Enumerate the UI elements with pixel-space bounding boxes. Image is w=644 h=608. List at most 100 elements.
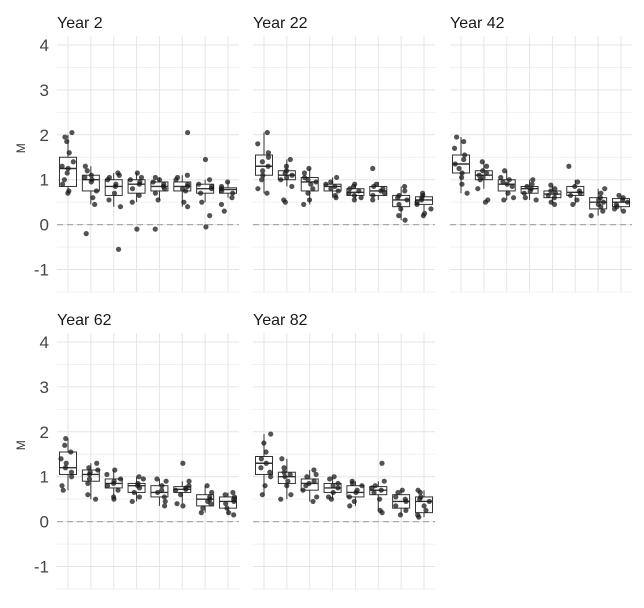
data-point xyxy=(378,487,384,493)
data-point xyxy=(567,192,574,199)
facet-panel: Year 22 xyxy=(253,15,435,293)
data-point xyxy=(501,197,507,203)
data-point xyxy=(152,226,158,232)
y-tick-label: 1 xyxy=(40,171,49,190)
data-point xyxy=(485,197,491,203)
data-point xyxy=(332,183,338,190)
data-point xyxy=(174,501,180,507)
data-point xyxy=(311,478,317,484)
data-point xyxy=(60,181,66,187)
box-group xyxy=(451,134,470,196)
y-tick-label: 0 xyxy=(40,513,49,532)
data-point xyxy=(115,246,122,252)
data-point xyxy=(480,174,486,181)
box-group xyxy=(392,183,411,223)
data-point xyxy=(174,174,181,181)
data-point xyxy=(323,181,329,187)
data-point xyxy=(426,498,432,505)
y-tick-label: -1 xyxy=(34,261,49,280)
data-point xyxy=(349,478,355,484)
data-point xyxy=(186,483,192,489)
box-group xyxy=(218,179,237,214)
data-point xyxy=(202,156,209,163)
data-point xyxy=(152,174,158,181)
data-point xyxy=(393,503,399,509)
data-point xyxy=(180,503,186,509)
data-point xyxy=(64,170,70,176)
box-group xyxy=(414,190,434,219)
data-point xyxy=(371,489,377,496)
data-point xyxy=(289,172,295,178)
box-group xyxy=(323,474,342,502)
data-point xyxy=(221,208,227,214)
data-point xyxy=(479,159,485,165)
data-point xyxy=(399,487,405,493)
data-point xyxy=(230,489,236,496)
data-point xyxy=(528,186,534,192)
data-point xyxy=(304,474,310,480)
data-point xyxy=(352,181,358,187)
data-point xyxy=(260,168,266,174)
data-point xyxy=(162,503,168,509)
data-point xyxy=(224,505,230,511)
data-point xyxy=(551,195,557,201)
box-group xyxy=(520,177,539,203)
data-point xyxy=(61,177,68,183)
data-point xyxy=(305,190,311,196)
data-point xyxy=(505,190,511,196)
data-point xyxy=(84,168,90,174)
data-point xyxy=(92,201,98,208)
data-point xyxy=(311,467,317,473)
data-point xyxy=(373,181,379,187)
data-point xyxy=(62,442,68,448)
data-point xyxy=(64,138,70,145)
data-point xyxy=(415,487,421,493)
box-group xyxy=(59,129,77,196)
data-point xyxy=(574,197,580,203)
data-point xyxy=(104,471,110,478)
data-point xyxy=(454,134,460,140)
data-point xyxy=(480,168,486,174)
data-point xyxy=(600,208,606,214)
box-group xyxy=(346,181,365,203)
data-point xyxy=(68,469,75,475)
data-point xyxy=(504,181,510,187)
data-point xyxy=(570,201,576,208)
data-point xyxy=(372,483,378,489)
data-point xyxy=(356,188,362,194)
data-point xyxy=(428,206,434,212)
data-point xyxy=(134,226,140,232)
data-point xyxy=(328,186,334,192)
data-point xyxy=(261,440,267,446)
data-point xyxy=(161,181,167,187)
data-point xyxy=(545,192,551,199)
box-group xyxy=(323,174,342,201)
facet-title: Year 82 xyxy=(253,312,308,329)
data-point xyxy=(264,129,270,136)
data-point xyxy=(334,174,340,181)
data-point xyxy=(370,192,376,199)
data-point xyxy=(370,165,376,172)
data-point xyxy=(423,507,429,514)
data-point xyxy=(163,478,169,484)
data-point xyxy=(207,494,213,500)
box-group xyxy=(219,489,238,518)
data-point xyxy=(351,197,357,203)
data-point xyxy=(267,469,273,475)
data-point xyxy=(209,489,215,496)
data-point xyxy=(483,170,490,176)
box-group xyxy=(611,192,631,214)
data-point xyxy=(396,213,402,219)
data-point xyxy=(616,192,622,199)
y-tick-label: 0 xyxy=(40,216,49,235)
box-group xyxy=(127,170,146,232)
box-group xyxy=(497,168,517,203)
data-point xyxy=(595,201,601,208)
data-point xyxy=(510,195,517,201)
data-point xyxy=(529,181,535,187)
data-point xyxy=(258,456,264,462)
data-point xyxy=(301,170,308,176)
data-point xyxy=(264,190,270,196)
data-point xyxy=(207,213,213,219)
